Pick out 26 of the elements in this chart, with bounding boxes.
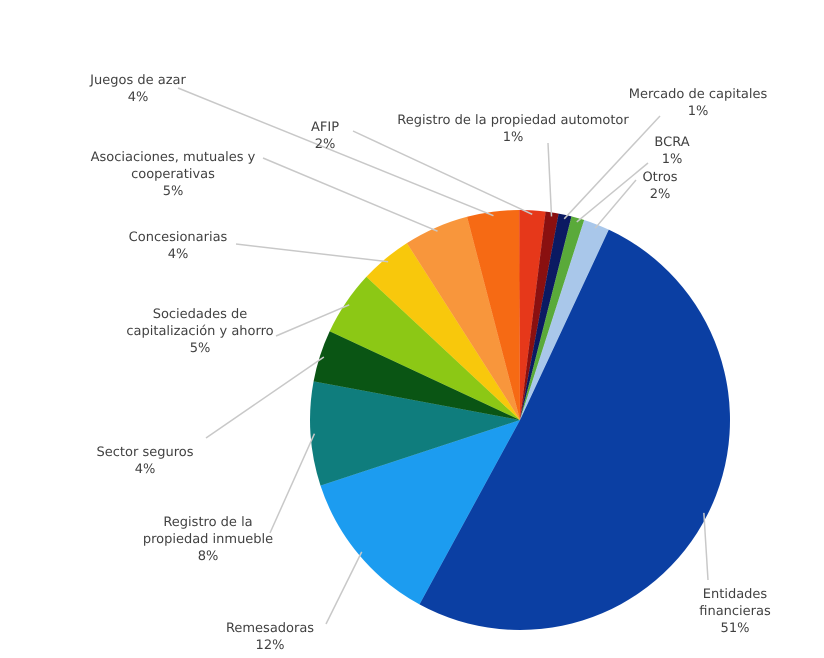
data-label: 1% bbox=[688, 104, 708, 119]
data-label: 4% bbox=[168, 246, 188, 262]
data-label: 5% bbox=[162, 184, 184, 199]
data-label: 51% bbox=[720, 620, 750, 636]
data-label: 1% bbox=[502, 130, 524, 145]
slice-label: Registro de la propiedad inmueble bbox=[142, 514, 274, 547]
slice-label: Sociedades de capitalización y ahorro bbox=[126, 306, 274, 339]
data-label: 4% bbox=[128, 90, 148, 105]
data-label: 12% bbox=[256, 638, 284, 653]
slice-label: Otros bbox=[642, 170, 678, 185]
slice-label: Remesadoras bbox=[226, 620, 314, 636]
slice-label: Registro de la propiedad automotor bbox=[397, 112, 630, 128]
data-label: 2% bbox=[314, 136, 336, 152]
slice-label: AFIP bbox=[310, 120, 340, 135]
data-label: 4% bbox=[134, 462, 156, 477]
slice-label: Sector seguros bbox=[96, 444, 194, 460]
slice-label: Entidades financieras bbox=[699, 586, 771, 619]
data-label: 2% bbox=[650, 186, 670, 202]
data-label: 5% bbox=[190, 340, 210, 356]
slice-label: Juegos de azar bbox=[89, 72, 186, 88]
data-label: 8% bbox=[198, 548, 218, 564]
slice-label: Concesionarias bbox=[128, 230, 228, 245]
slice-label: Asociaciones, mutuales y cooperativas bbox=[90, 150, 256, 182]
slice-label: Mercado de capitales bbox=[628, 86, 768, 102]
slice-label: BCRA bbox=[654, 134, 690, 150]
data-label: 1% bbox=[662, 152, 682, 167]
